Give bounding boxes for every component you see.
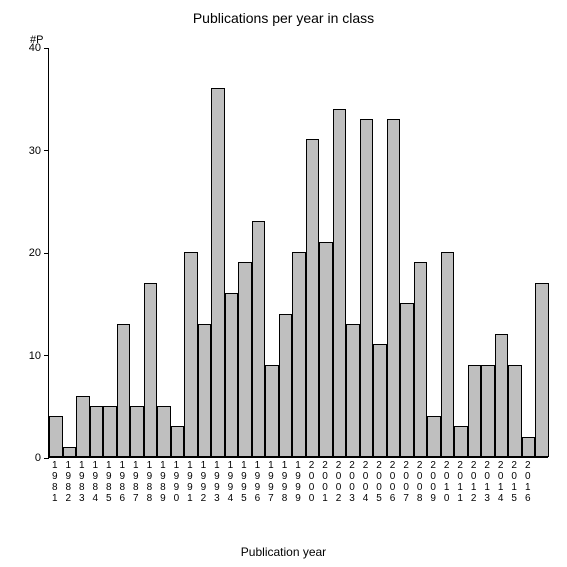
x-tick-label: 1987 [129,460,143,504]
x-tick-label: 2002 [332,460,346,504]
x-tick-label: 2012 [467,460,481,504]
bar [171,426,185,457]
x-tick-label: 1991 [183,460,197,504]
x-tick-label: 2008 [413,460,427,504]
bar [157,406,171,457]
x-tick-label: 1999 [291,460,305,504]
bar [481,365,495,457]
x-tick-label: 2010 [440,460,454,504]
x-tick-label: 1994 [224,460,238,504]
bar [387,119,401,457]
bar [441,252,455,457]
x-tick-label: 2004 [359,460,373,504]
y-tick [44,458,49,459]
x-tick-label: 2001 [318,460,332,504]
bar [63,447,77,457]
bar [292,252,306,457]
bar [225,293,239,457]
x-tick-label: 1986 [116,460,130,504]
x-tick-label: 2003 [345,460,359,504]
bar [535,283,549,457]
y-tick-label: 10 [29,350,41,362]
x-tick-label: 1981 [48,460,62,504]
bar [238,262,252,457]
y-tick-label: 20 [29,247,41,259]
bar [49,416,63,457]
x-tick-label: 2006 [386,460,400,504]
bar [117,324,131,457]
plot-area: 010203040 [48,48,548,458]
bar [468,365,482,457]
x-tick-label: 2016 [521,460,535,504]
bar [495,334,509,457]
bar [454,426,468,457]
x-tick-label: 2013 [480,460,494,504]
bar [211,88,225,457]
y-tick [44,150,49,151]
x-tick-label: 1995 [237,460,251,504]
bar [252,221,266,457]
bar [279,314,293,458]
bar [198,324,212,457]
x-tick-label: 2009 [426,460,440,504]
bar [130,406,144,457]
x-tick-label: 1982 [62,460,76,504]
y-tick-label: 30 [29,145,41,157]
bars-group [49,48,548,457]
bar [333,109,347,458]
bar [103,406,117,457]
bar [76,396,90,458]
x-tick-label: 1990 [170,460,184,504]
x-axis-label: Publication year [0,545,567,559]
bar [373,344,387,457]
bar [400,303,414,457]
x-tick-label: 1993 [210,460,224,504]
x-tick-label: 2011 [453,460,467,504]
chart-title: Publications per year in class [0,10,567,26]
y-tick [44,355,49,356]
bar [306,139,320,457]
bar [90,406,104,457]
bar [522,437,536,458]
x-tick-label: 1989 [156,460,170,504]
x-tick-label: 1992 [197,460,211,504]
y-tick-label: 40 [29,42,41,54]
x-tick-label: 1998 [278,460,292,504]
bar [265,365,279,457]
bar [360,119,374,457]
y-tick [44,48,49,49]
x-tick-label: 1988 [143,460,157,504]
x-tick-label: 1997 [264,460,278,504]
x-tick-label: 2000 [305,460,319,504]
bar [427,416,441,457]
x-tick-label: 1984 [89,460,103,504]
bar [319,242,333,457]
bar [184,252,198,457]
x-tick-label: 1985 [102,460,116,504]
y-tick [44,253,49,254]
bar [346,324,360,457]
x-tick-label: 2007 [399,460,413,504]
x-tick-label: 1996 [251,460,265,504]
bar [414,262,428,457]
x-tick-label: 1983 [75,460,89,504]
x-tick-label: 2014 [494,460,508,504]
y-tick-label: 0 [35,452,41,464]
bar [144,283,158,457]
bar [508,365,522,457]
x-tick-label: 2015 [507,460,521,504]
chart-container: Publications per year in class #P 010203… [0,0,567,567]
x-tick-label: 2005 [372,460,386,504]
